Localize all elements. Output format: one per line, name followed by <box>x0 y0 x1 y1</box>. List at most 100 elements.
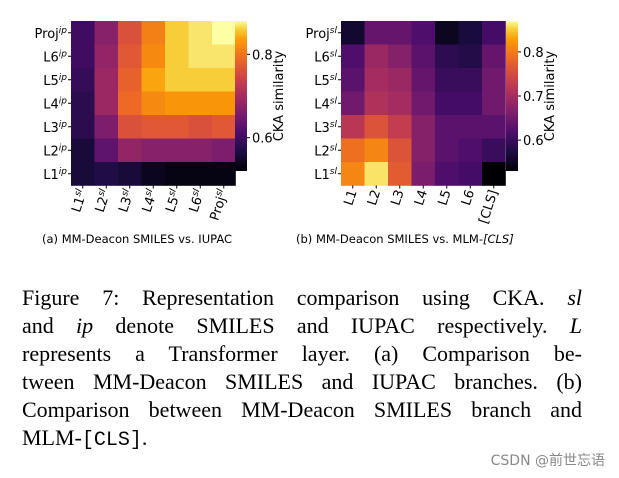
caption-text-1: Representation comparison using CKA. <box>142 285 545 310</box>
heatmap-cell <box>388 44 412 69</box>
heatmap-cell <box>435 138 459 163</box>
y-tick-label: L5sl <box>314 73 337 89</box>
heatmap-cell <box>165 68 189 92</box>
colorbar-tick-label: 0.6 <box>523 134 544 149</box>
figure-caption: Figure 7: Representation comparison usin… <box>22 284 582 455</box>
caption-text-and: and <box>22 313 54 338</box>
heatmap-cell <box>188 68 213 92</box>
y-tick-label: L2ip <box>43 143 67 159</box>
colorbar <box>235 21 247 171</box>
caption-line-5: Comparison between MM-Deacon SMILES bran… <box>22 397 582 422</box>
heatmap-cell <box>94 91 119 116</box>
caption-line-2: and ip denote SMILES and IUPAC respectiv… <box>22 312 582 340</box>
heatmap-cell <box>212 91 236 116</box>
heatmap-cell <box>212 115 236 139</box>
heatmap-cell <box>141 21 166 45</box>
heatmap-cell <box>341 91 365 116</box>
heatmap-cell <box>141 138 166 163</box>
heatmap-cell <box>341 138 365 163</box>
y-tick-label: L3sl <box>314 120 337 136</box>
heatmap-cell <box>364 44 389 69</box>
heatmap-cell <box>341 21 365 45</box>
x-tick-label: L5sl <box>162 187 184 214</box>
heatmap-cell <box>364 68 389 92</box>
x-tick-label: L4 <box>412 188 431 207</box>
heatmap-cell <box>435 21 459 45</box>
heatmap-cell <box>341 44 365 69</box>
colorbar-tick-label: 0.8 <box>523 46 544 61</box>
watermark: CSDN @前世忘语 <box>490 453 605 469</box>
y-tick-label: L2sl <box>314 143 337 159</box>
x-tick-label: L1sl <box>68 187 90 214</box>
y-tick-label: L4sl <box>314 96 337 112</box>
heatmap-cell <box>388 91 412 116</box>
x-tick-label: L1 <box>341 188 360 207</box>
caption-line-4: tween MM-Deacon SMILES and IUPAC branche… <box>22 369 582 394</box>
y-tick-label: Projsl <box>306 26 338 42</box>
x-tick-label: [CLS] <box>477 188 502 226</box>
heatmap-cell <box>458 44 483 69</box>
heatmap-cell <box>71 91 95 116</box>
heatmap-cell <box>94 68 119 92</box>
heatmap-cell <box>71 138 95 163</box>
heatmap-cell <box>364 21 389 45</box>
heatmap-cell <box>482 115 506 139</box>
heatmap-cell <box>71 115 95 139</box>
caption-text-2: denote SMILES and IUPAC respectively. <box>115 313 548 338</box>
y-tick-label: L4ip <box>43 96 67 112</box>
heatmap-cell <box>411 115 436 139</box>
colorbar-label: CKA similarity <box>272 51 287 142</box>
y-tick-label: L6sl <box>314 49 337 65</box>
heatmap-cell <box>458 91 483 116</box>
heatmap-cell <box>212 162 236 186</box>
subcaption-b-text: MM-Deacon SMILES vs. MLM- <box>315 232 483 246</box>
heatmap-cell <box>388 162 412 186</box>
y-tick-label: L1sl <box>314 167 337 183</box>
heatmap-cell <box>458 21 483 45</box>
heatmap-cell <box>411 68 436 92</box>
heatmap-cell <box>435 162 459 186</box>
caption-var-sl: sl <box>567 285 583 310</box>
heatmap-cell <box>364 162 389 186</box>
x-tick-label: L3sl <box>115 187 137 214</box>
heatmap-cell <box>118 21 142 45</box>
heatmap-cell <box>435 115 459 139</box>
heatmap-cell <box>458 138 483 163</box>
heatmap-cell <box>411 91 436 116</box>
subcaption-b-label: (b) <box>296 232 313 246</box>
heatmap-cell <box>458 115 483 139</box>
x-tick-label: L6sl <box>186 187 208 214</box>
heatmap-cell <box>482 21 506 45</box>
subcaption-a: (a) MM-Deacon SMILES vs. IUPAC <box>42 232 232 246</box>
heatmap-cell <box>212 138 236 163</box>
heatmap-cell <box>71 68 95 92</box>
caption-line-3: represents a Transformer layer. (a) Comp… <box>22 341 582 366</box>
heatmap-cell <box>188 162 213 186</box>
caption-text-6: MLM- <box>22 425 82 450</box>
x-tick-label: L3 <box>388 188 407 207</box>
heatmap-cell <box>411 21 436 45</box>
heatmap-cell <box>118 91 142 116</box>
heatmap-cell <box>188 91 213 116</box>
heatmap-cell <box>188 138 213 163</box>
heatmap-cell <box>458 162 483 186</box>
heatmap-cell <box>94 162 119 186</box>
heatmap-cell <box>364 115 389 139</box>
subcaption-a-label: (a) <box>42 232 59 246</box>
x-tick-label: L6 <box>459 188 478 207</box>
caption-cls-token: [CLS] <box>81 429 142 452</box>
heatmap-cell <box>118 115 142 139</box>
heatmap-cell <box>165 91 189 116</box>
heatmap-panel-a: Projip L6ip L5ip L4ip L3ip L2ip L1ipL1slL2slL3… <box>35 21 287 223</box>
heatmap-cell <box>435 44 459 69</box>
caption-var-L: L <box>569 313 582 338</box>
x-tick-label: Projsl <box>207 187 232 222</box>
heatmap-cell <box>364 91 389 116</box>
colorbar-tick-label: 0.8 <box>252 48 273 63</box>
heatmap-cell <box>341 162 365 186</box>
heatmap-cell <box>411 138 436 163</box>
heatmap-cell <box>94 115 119 139</box>
heatmap-cell <box>188 21 213 45</box>
heatmap-cell <box>118 138 142 163</box>
